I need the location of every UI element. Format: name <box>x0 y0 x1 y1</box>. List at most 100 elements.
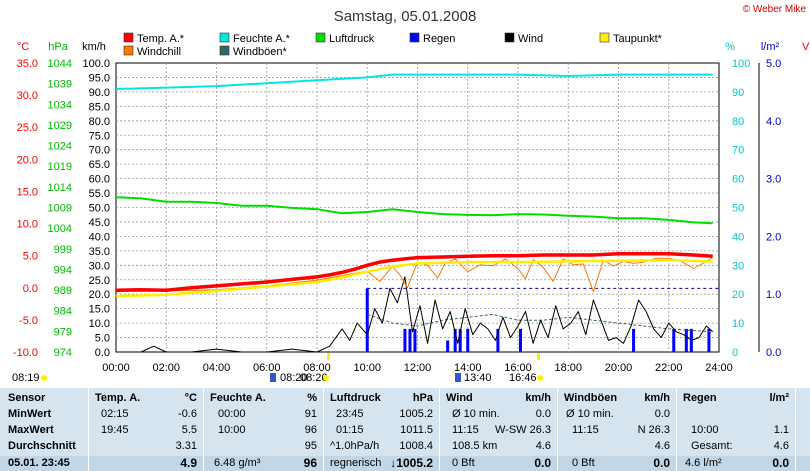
tick-label-hpa: 1024 <box>48 141 72 153</box>
rain-bar <box>458 328 462 352</box>
unit-kmh: km/h <box>82 41 106 53</box>
rain-bar <box>707 328 711 352</box>
rain-bar <box>413 328 417 352</box>
legend-swatch <box>123 45 134 56</box>
statistics-table: Sensor MinWert MaxWert Durchschnitt 05.0… <box>0 388 810 471</box>
tick-label-celsius: -10.0 <box>13 347 38 359</box>
header-windboeen-unit: km/h <box>644 392 670 404</box>
label-last: 05.01. 23:45 <box>8 457 70 469</box>
tick-label-celsius: 15.0 <box>17 186 38 198</box>
tick-label-hpa: 994 <box>54 264 72 276</box>
boen-last-value: 0.0 <box>653 456 670 470</box>
legend-swatch <box>599 32 610 43</box>
series-taupunkt <box>115 258 713 298</box>
tick-label-time: 16:00 <box>504 362 532 374</box>
tick-label-time: 08:00 <box>303 362 331 374</box>
regen-last-value: 0.0 <box>772 456 789 470</box>
regen-max-time: 10:00 <box>691 424 719 436</box>
rain-bar <box>403 328 407 352</box>
tick-label-lm2: 0.0 <box>766 347 781 359</box>
tick-label-lm2: 1.0 <box>766 289 781 301</box>
tick-label-kmh: 0.0 <box>95 347 110 359</box>
legend-swatch <box>123 32 134 43</box>
wind-distance: 108.5 km <box>452 440 498 452</box>
regen-max-value: 1.1 <box>773 424 789 436</box>
tick-label-celsius: -5.0 <box>19 315 38 327</box>
legend-swatch <box>409 32 420 43</box>
legend-label: Wind <box>518 33 543 45</box>
tick-label-hpa: 1014 <box>48 182 72 194</box>
temp-avg-value: 3.31 <box>175 440 197 452</box>
unit-celsius: °C <box>17 41 29 53</box>
tick-label-celsius: 0.0 <box>23 283 38 295</box>
col-wind: Wind km/h Ø 10 min. 0.0 11:15 W-SW 26.3 … <box>440 388 558 471</box>
tick-label-percent: 0 <box>732 347 738 359</box>
feuchte-max-value: 96 <box>304 424 317 436</box>
luft-avg-value: 1008.4 <box>399 440 433 452</box>
tick-label-celsius: 25.0 <box>17 122 38 134</box>
header-wind: Wind <box>446 392 473 404</box>
wind-max-value: W-SW 26.3 <box>494 424 551 436</box>
tick-label-kmh: 85.0 <box>89 101 110 113</box>
chart-grid <box>116 63 719 352</box>
tick-label-hpa: 999 <box>54 244 72 256</box>
feuchte-min-time: 00:00 <box>218 408 246 420</box>
tick-label-kmh: 95.0 <box>89 72 110 84</box>
sun-event-label: 08:20 <box>280 372 308 384</box>
chart-title: Samstag, 05.01.2008 <box>334 8 477 25</box>
wind-beaufort: 0 Bft <box>452 457 475 469</box>
tick-label-celsius: 10.0 <box>17 219 38 231</box>
unit-percent: % <box>725 41 735 53</box>
label-max: MaxWert <box>8 424 54 436</box>
tick-label-percent: 60 <box>732 174 744 186</box>
rain-bar <box>632 328 636 352</box>
tick-label-percent: 30 <box>732 260 744 272</box>
tick-label-time: 22:00 <box>655 362 683 374</box>
tick-label-kmh: 90.0 <box>89 87 110 99</box>
boen-max-time: 11:15 <box>572 424 599 436</box>
tick-label-hpa: 1019 <box>48 161 72 173</box>
boen-avg10-value: 0.0 <box>654 408 670 420</box>
legend-label: Taupunkt* <box>613 33 663 45</box>
label-min: MinWert <box>8 408 52 420</box>
rain-bar <box>408 328 412 352</box>
tick-label-kmh: 20.0 <box>89 289 110 301</box>
legend-swatch <box>219 45 230 56</box>
tick-label-kmh: 100.0 <box>82 58 110 70</box>
regen-total-value: 4.6 <box>773 440 789 452</box>
last-row-background <box>0 456 810 471</box>
wind-last-value: 0.0 <box>534 456 551 470</box>
tick-label-lm2: 2.0 <box>766 231 781 243</box>
tick-label-kmh: 15.0 <box>89 304 110 316</box>
tick-label-kmh: 60.0 <box>89 174 110 186</box>
legend-label: Windchill <box>137 46 181 58</box>
luft-forecast: regnerisch <box>330 457 382 469</box>
temp-max-time: 19:45 <box>101 424 129 436</box>
rain-bar <box>446 340 450 352</box>
header-wind-unit: km/h <box>525 392 551 404</box>
series-temperatur <box>115 251 713 293</box>
tick-label-lm2: 3.0 <box>766 174 781 186</box>
tick-label-hpa: 1004 <box>48 223 72 235</box>
tick-label-kmh: 40.0 <box>89 231 110 243</box>
tick-label-kmh: 75.0 <box>89 130 110 142</box>
feuchte-avg-value: 95 <box>304 440 317 452</box>
tick-label-time: 00:00 <box>102 362 130 374</box>
tick-label-hpa: 1039 <box>48 79 72 91</box>
regen-today: 4.6 l/m² <box>685 457 722 469</box>
luft-min-value: 1005.2 <box>399 408 433 420</box>
tick-label-hpa: 1029 <box>48 120 72 132</box>
sun-events: 08:19 08:2008:26 13:40 16:46 <box>12 353 543 384</box>
rain-bar <box>466 328 470 352</box>
rain-bar <box>453 328 457 352</box>
tick-label-time: 14:00 <box>454 362 482 374</box>
boen-beaufort: 0 Bft <box>572 457 595 469</box>
header-temp: Temp. A. <box>95 392 141 404</box>
unit-cutoff: V <box>802 41 810 53</box>
temp-min-time: 02:15 <box>101 408 129 420</box>
moon-marker <box>455 373 461 382</box>
col-feuchte: Feuchte A. % 00:00 91 10:00 96 95 6.48 g… <box>204 388 324 471</box>
luft-max-value: 1011.5 <box>400 424 433 436</box>
tick-label-kmh: 5.0 <box>95 333 110 345</box>
tick-label-hpa: 1044 <box>48 58 72 70</box>
